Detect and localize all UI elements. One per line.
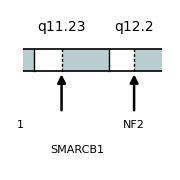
Bar bbox=[109, 49, 134, 71]
Text: NF2: NF2 bbox=[123, 120, 145, 130]
Bar bbox=[34, 49, 62, 71]
Text: q11.23: q11.23 bbox=[37, 20, 86, 34]
Bar bbox=[134, 49, 169, 71]
Bar bbox=[62, 49, 109, 71]
Text: q12.2: q12.2 bbox=[114, 20, 154, 34]
Text: 1: 1 bbox=[17, 120, 24, 130]
Text: SMARCB1: SMARCB1 bbox=[50, 145, 104, 155]
Bar bbox=[6, 49, 169, 71]
Bar bbox=[6, 49, 34, 71]
